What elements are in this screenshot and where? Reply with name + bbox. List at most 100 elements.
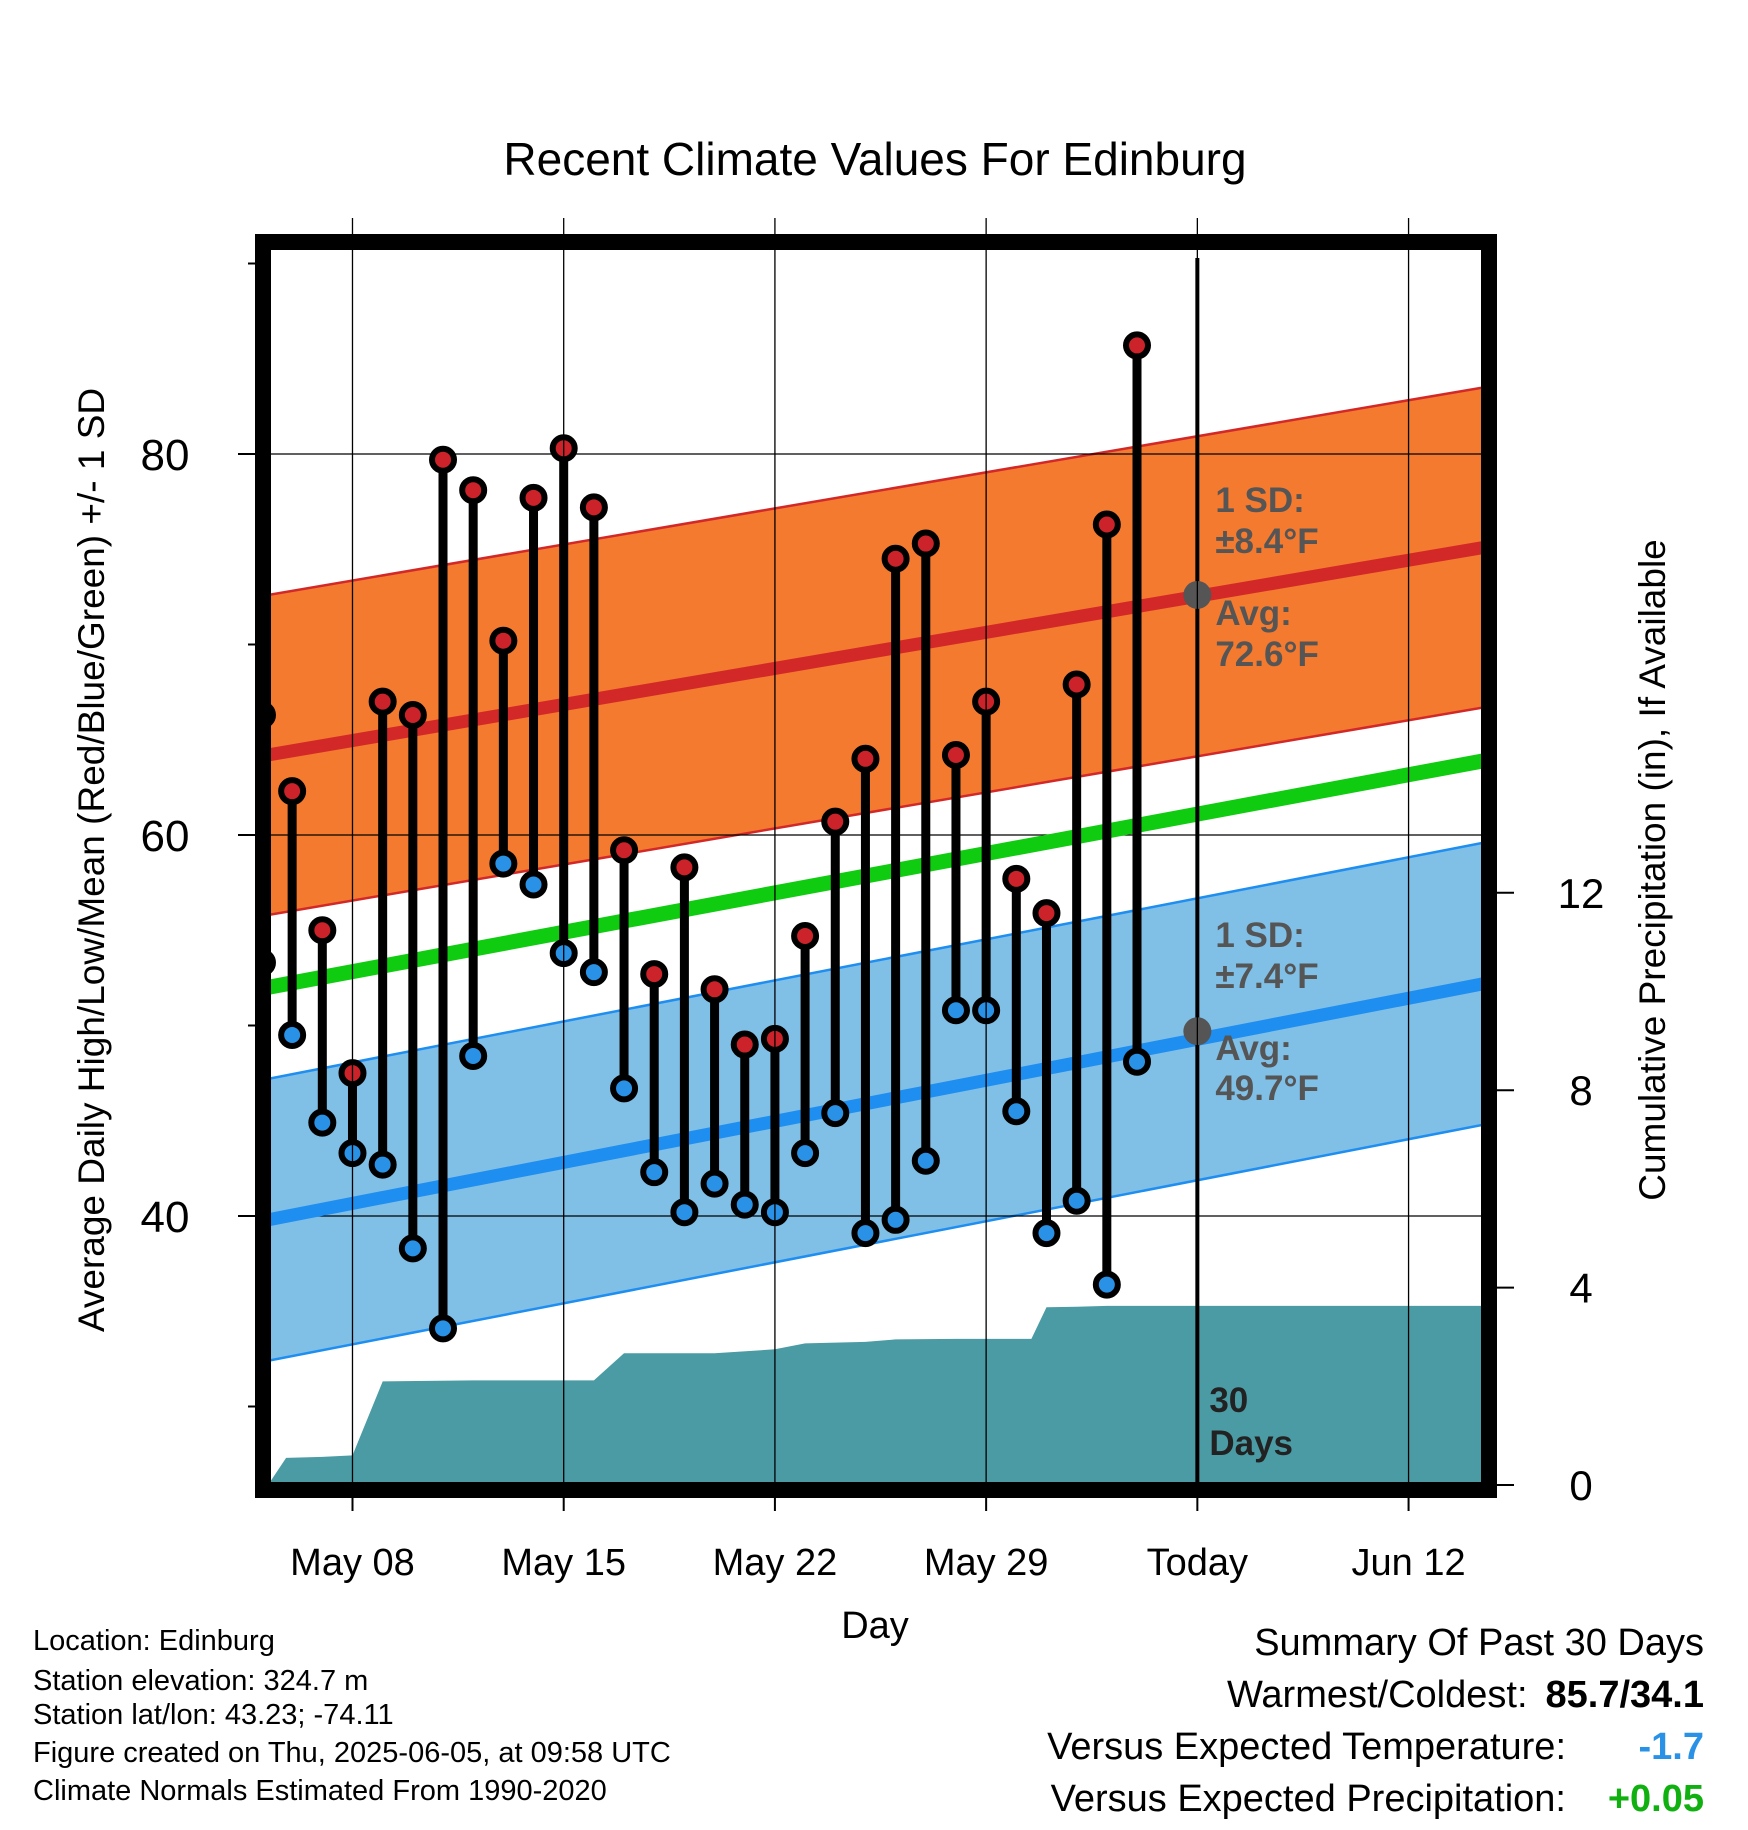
daily-high-dot	[1123, 331, 1152, 360]
daily-high-dot	[640, 960, 669, 989]
daily-low-dot	[791, 1139, 820, 1168]
low-band-lower-edge	[268, 1123, 1484, 1363]
daily-low-dot	[579, 958, 608, 987]
daily-high-dot	[700, 975, 729, 1004]
daily-low-dot	[1002, 1097, 1031, 1126]
x-axis-label: Day	[841, 1605, 909, 1647]
daily-high-dot	[429, 445, 458, 474]
warm-cold-value: 85.7/34.1	[1545, 1674, 1704, 1716]
daily-low-dot	[368, 1150, 397, 1179]
temp-vs-expected-value: -1.7	[1638, 1726, 1704, 1768]
y-tick-label-left: 60	[141, 812, 190, 861]
daily-high-dot	[308, 916, 337, 945]
x-tick-label: May 22	[713, 1542, 838, 1584]
y-tick-label-left: 40	[141, 1193, 190, 1242]
summary-panel: Summary Of Past 30 Days Warmest/Coldest:…	[1047, 1622, 1704, 1830]
daily-high-dot	[821, 807, 850, 836]
daily-high-dot	[398, 700, 427, 729]
daily-low-dot	[851, 1219, 880, 1248]
daily-low-dot	[610, 1074, 639, 1103]
y-tick-label-right: 8	[1569, 1067, 1592, 1114]
summary-title: Summary Of Past 30 Days	[1254, 1622, 1704, 1664]
y-tick-label-right: 4	[1569, 1265, 1592, 1312]
high-sd-value: ±8.4°F	[1215, 522, 1318, 561]
daily-high-dot	[730, 1030, 759, 1059]
daily-low-dot	[700, 1169, 729, 1198]
daily-low-dot	[911, 1146, 940, 1175]
y-axis-label-right: Cumulative Precipitation (in), If Availa…	[1632, 539, 1673, 1201]
precipitation-area	[268, 1305, 1484, 1485]
daily-high-dot	[459, 476, 488, 505]
daily-high-dot	[579, 493, 608, 522]
low-normal-line	[268, 977, 1484, 1227]
daily-low-dot	[881, 1205, 910, 1234]
daily-low-dot	[459, 1041, 488, 1070]
info-latlon: Station lat/lon: 43.23; -74.11	[33, 1699, 394, 1731]
daily-low-dot	[398, 1234, 427, 1263]
daily-low-dot	[730, 1190, 759, 1219]
high-sd-label: 1 SD:	[1215, 481, 1304, 520]
x-tick-label: May 29	[924, 1542, 1049, 1584]
info-elevation: Station elevation: 324.7 m	[33, 1665, 369, 1697]
x-tick-label: Jun 12	[1352, 1542, 1466, 1584]
chart-title: Recent Climate Values For Edinburg	[503, 133, 1246, 185]
daily-low-dot	[308, 1108, 337, 1137]
low-avg-label: Avg:	[1215, 1029, 1291, 1068]
daily-low-dot	[1032, 1219, 1061, 1248]
precip-vs-expected-label: Versus Expected Precipitation:	[1050, 1778, 1566, 1820]
x-tick-label: May 08	[290, 1542, 415, 1584]
daily-low-dot	[1062, 1186, 1091, 1215]
info-created: Figure created on Thu, 2025-06-05, at 09…	[33, 1737, 671, 1769]
daily-high-dot	[1002, 864, 1031, 893]
daily-high-dot	[368, 687, 397, 716]
daily-low-dot	[1156, 0, 1178, 11]
plot-frame	[255, 234, 1497, 1498]
low-sd-label: 1 SD:	[1215, 916, 1304, 955]
daily-low-dot	[640, 1158, 669, 1187]
daily-low-dot	[429, 1314, 458, 1343]
info-normals: Climate Normals Estimated From 1990-2020	[33, 1775, 607, 1807]
daily-low-dot	[278, 1021, 307, 1050]
daily-high-dot	[519, 483, 548, 512]
low-sd-value: ±7.4°F	[1215, 957, 1318, 996]
daily-high-dot	[941, 740, 970, 769]
daily-high-dot	[610, 836, 639, 865]
station-info: Location: Edinburg Station elevation: 32…	[33, 1624, 671, 1808]
daily-high-dot	[1062, 670, 1091, 699]
daily-low-dot	[1123, 1047, 1152, 1076]
x-tick-label: May 15	[501, 1542, 626, 1584]
daily-high-dot	[791, 921, 820, 950]
daily-low-dot	[670, 1198, 699, 1227]
daily-high-dot	[489, 626, 518, 655]
temp-vs-expected-label: Versus Expected Temperature:	[1047, 1726, 1566, 1768]
daily-low-dot	[489, 849, 518, 878]
y-tick-label-left: 80	[141, 431, 190, 480]
daily-low-dot	[1092, 1270, 1121, 1299]
daily-high-dot	[851, 744, 880, 773]
y-tick-label-right: 0	[1569, 1462, 1592, 1509]
high-avg-label: Avg:	[1215, 594, 1291, 633]
daily-high-dot	[881, 544, 910, 573]
daily-high-dot	[278, 777, 307, 806]
daily-low-dot	[941, 996, 970, 1025]
daily-high-dot	[670, 853, 699, 882]
daily-low-dot	[821, 1099, 850, 1128]
low-avg-value: 49.7°F	[1215, 1069, 1319, 1108]
window-days-label: Days	[1209, 1424, 1293, 1463]
daily-high-dot	[1032, 899, 1061, 928]
y-tick-label-right: 12	[1558, 870, 1605, 917]
daily-high-dot	[1156, 0, 1178, 11]
high-avg-value: 72.6°F	[1215, 635, 1319, 674]
daily-high-dot	[1092, 510, 1121, 539]
warm-cold-label: Warmest/Coldest:	[1226, 1674, 1528, 1716]
daily-high-dot	[911, 529, 940, 558]
window-days-count: 30	[1209, 1381, 1248, 1420]
y-axis-label-left: Average Daily High/Low/Mean (Red/Blue/Gr…	[71, 388, 112, 1332]
x-tick-label: Today	[1147, 1542, 1248, 1584]
precip-vs-expected-value: +0.05	[1607, 1778, 1704, 1820]
info-location: Location: Edinburg	[33, 1625, 275, 1657]
daily-low-dot	[519, 870, 548, 899]
